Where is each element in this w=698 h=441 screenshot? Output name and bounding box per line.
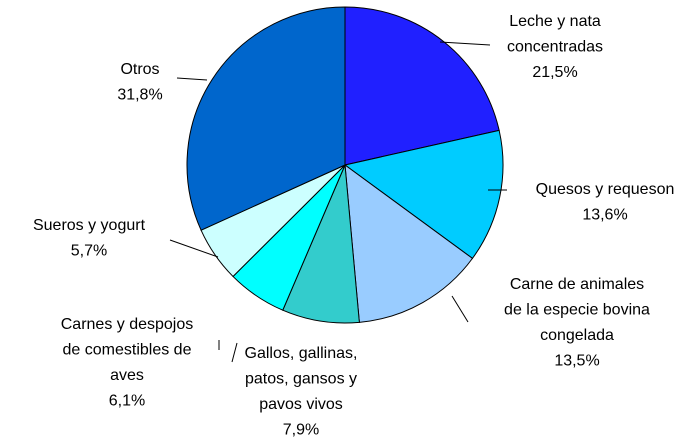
value-label: 13,5% — [554, 353, 599, 370]
pie-slice — [343, 129, 504, 260]
slice-label: Sueros y yogurt — [33, 217, 146, 234]
value-label: 13,6% — [582, 207, 627, 224]
value-label: 31,8% — [117, 87, 162, 104]
pie-slice — [344, 163, 474, 323]
slice-label: Carne de animales — [510, 276, 644, 293]
slice-label: Carnes y despojos — [61, 316, 194, 333]
slice-label: Quesos y requeson — [536, 181, 675, 198]
slice-label: patos, gansos y — [245, 371, 357, 388]
slice-label: de comestibles de — [63, 342, 192, 359]
value-label: 6,1% — [109, 393, 145, 410]
value-label: 21,5% — [532, 64, 577, 81]
slice-label: aves — [110, 367, 144, 384]
value-label: 7,9% — [283, 422, 319, 439]
slice-label: de la especie bovina — [504, 302, 650, 319]
pie-slice — [186, 6, 346, 231]
pie-slice — [344, 6, 500, 166]
value-label: 5,7% — [71, 243, 107, 260]
leader-line — [451, 295, 469, 323]
leader-line — [169, 239, 219, 258]
slice-label: pavos vivos — [259, 396, 343, 413]
slice-label: congelada — [540, 327, 614, 344]
slice-label: concentradas — [507, 39, 603, 56]
leader-line — [231, 342, 238, 363]
leader-line — [176, 77, 208, 81]
slice-label: Leche y nata — [509, 13, 601, 30]
slice-label: Otros — [120, 61, 159, 78]
leader-line — [439, 41, 491, 46]
slice-label: Gallos, gallinas, — [245, 345, 358, 362]
